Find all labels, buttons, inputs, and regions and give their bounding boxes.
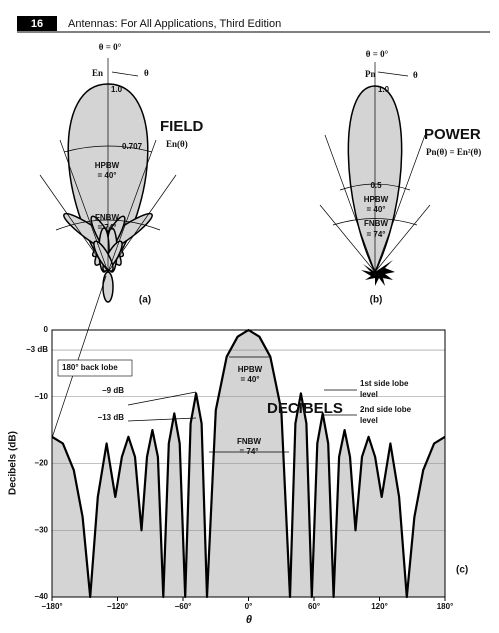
fnbw-label: FNBW — [95, 213, 119, 222]
annotation: level — [360, 416, 378, 425]
x-axis-label: θ — [246, 614, 252, 626]
panel-label: (c) — [456, 565, 468, 576]
x-tick-label: −180° — [41, 602, 62, 611]
hpbw-label: HPBW — [95, 161, 120, 170]
x-tick-label: 120° — [371, 602, 388, 611]
page-number: 16 — [31, 18, 43, 30]
annotation: −13 dB — [98, 413, 125, 422]
y-tick-label: −40 — [34, 592, 48, 601]
x-tick-label: 60° — [308, 602, 320, 611]
hpbw-label: HPBW — [364, 195, 389, 204]
field-pattern — [39, 58, 177, 303]
annotation: = 40° — [241, 375, 260, 384]
hpbw-label: = 40° — [367, 205, 386, 214]
panel-label: (b) — [370, 295, 383, 306]
chart-title: DECIBELS — [267, 400, 343, 417]
plot-frame — [51, 329, 446, 598]
y-tick-label: −10 — [34, 392, 48, 401]
annotation: = 74° — [240, 447, 259, 456]
peak-label: 1.0 — [111, 85, 123, 94]
axis-name: En — [92, 68, 103, 78]
power-pattern — [319, 62, 431, 286]
theta-zero: θ = 0° — [366, 49, 389, 59]
annotation: level — [360, 390, 378, 399]
theta-label: θ — [144, 68, 149, 78]
panel-label: (a) — [139, 295, 151, 306]
function-label: Pn(θ) = En²(θ) — [426, 147, 481, 157]
theta-zero: θ = 0° — [99, 42, 122, 52]
hpbw-label: = 40° — [98, 171, 117, 180]
y-tick-label: −30 — [34, 525, 48, 534]
y-tick-label: −20 — [34, 459, 48, 468]
annotation: 180° back lobe — [62, 363, 118, 372]
figure-title: POWER — [424, 126, 481, 143]
y-axis-label: Decibels (dB) — [8, 431, 19, 495]
annotation-leaders — [51, 275, 357, 453]
fnbw-label: = 74° — [98, 223, 117, 232]
y-tick-label: −3 dB — [26, 345, 48, 354]
annotation: −9 dB — [102, 386, 124, 395]
y-tick-label: 0 — [44, 325, 49, 334]
x-tick-label: −120° — [107, 602, 128, 611]
running-title: Antennas: For All Applications, Third Ed… — [68, 18, 281, 30]
x-tick-label: 0° — [245, 602, 253, 611]
annotation: 2nd side lobe — [360, 405, 412, 414]
fnbw-label: = 74° — [367, 230, 386, 239]
callout-box — [57, 359, 133, 377]
annotation: FNBW — [237, 437, 261, 446]
annotation: HPBW — [238, 365, 263, 374]
half-power-label: 0.707 — [122, 142, 143, 151]
half-power-label: 0.5 — [370, 181, 382, 190]
page-number-box — [17, 16, 57, 31]
theta-label: θ — [413, 70, 418, 80]
peak-label: 1.0 — [378, 85, 390, 94]
x-tick-label: −60° — [175, 602, 192, 611]
axis-name: Pn — [365, 69, 376, 79]
x-tick-label: 180° — [437, 602, 454, 611]
function-label: En(θ) — [166, 139, 188, 149]
figure-title: FIELD — [160, 118, 203, 135]
annotation: 1st side lobe — [360, 379, 409, 388]
fnbw-label: FNBW — [364, 219, 388, 228]
